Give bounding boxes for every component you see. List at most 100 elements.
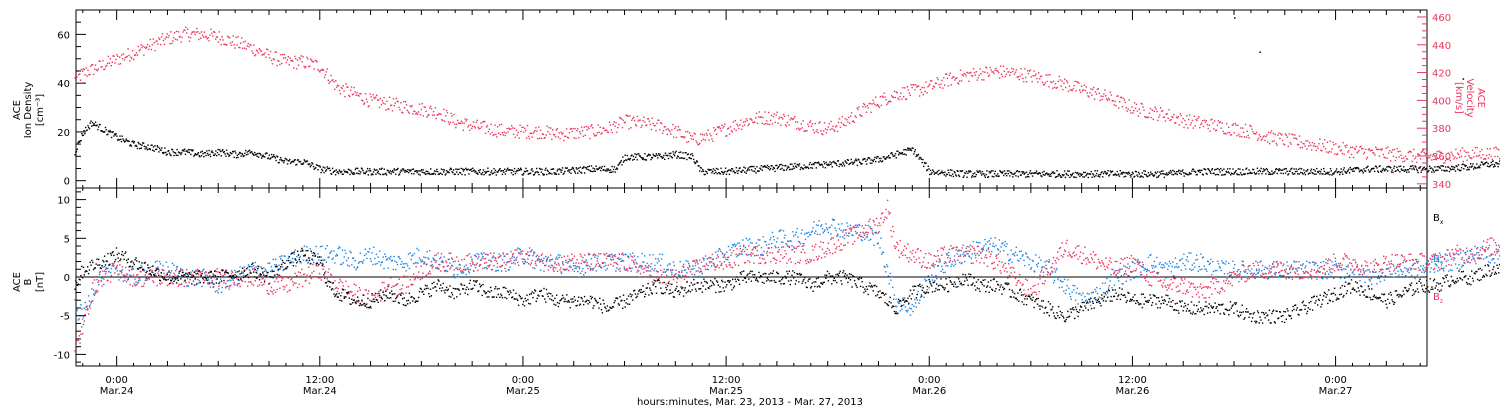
data-point: [380, 261, 383, 264]
data-point: [99, 276, 102, 278]
data-point: [522, 258, 525, 260]
data-point: [616, 263, 619, 266]
data-point: [552, 133, 555, 136]
data-point: [211, 150, 213, 152]
data-point: [1120, 173, 1122, 175]
data-point: [370, 174, 373, 176]
data-point: [860, 115, 862, 117]
data-point: [106, 62, 109, 64]
data-point: [728, 261, 730, 264]
data-point: [551, 173, 553, 175]
data-point: [719, 248, 721, 251]
data-point: [718, 126, 721, 128]
data-point: [681, 269, 683, 272]
data-point: [321, 69, 323, 71]
data-point: [1273, 273, 1276, 275]
data-point: [209, 155, 212, 158]
data-point: [1350, 153, 1353, 156]
data-point: [911, 303, 913, 306]
data-point: [79, 73, 81, 75]
data-point: [1434, 157, 1437, 159]
data-point: [900, 152, 903, 155]
data-point: [1146, 270, 1148, 273]
data-point: [548, 172, 551, 174]
data-point: [633, 119, 636, 122]
data-point: [173, 37, 175, 39]
data-point: [657, 119, 659, 121]
data-point: [1497, 155, 1499, 158]
data-point: [345, 252, 347, 255]
data-point: [639, 265, 642, 267]
data-point: [490, 123, 492, 126]
data-point: [1151, 267, 1154, 269]
data-point: [809, 233, 812, 236]
data-point: [1240, 173, 1243, 176]
data-point: [563, 139, 565, 142]
data-point: [987, 247, 990, 249]
data-point: [1241, 260, 1243, 262]
data-point: [329, 252, 331, 255]
data-point: [395, 97, 397, 100]
data-point: [439, 113, 441, 115]
data-point: [335, 253, 338, 256]
data-point: [1150, 171, 1152, 173]
data-point: [758, 170, 760, 172]
data-point: [875, 96, 877, 98]
data-point: [1163, 116, 1166, 118]
data-point: [754, 168, 756, 170]
data-point: [385, 174, 388, 176]
data-point: [346, 86, 348, 88]
data-point: [549, 133, 551, 135]
data-point: [1220, 127, 1222, 129]
data-point: [310, 59, 313, 61]
data-point: [655, 270, 658, 272]
data-point: [1020, 174, 1022, 176]
data-point: [1473, 166, 1476, 168]
data-point: [795, 128, 798, 130]
data-point: [874, 156, 876, 159]
data-point: [859, 235, 862, 238]
data-point: [609, 171, 611, 174]
data-point: [709, 260, 711, 263]
data-point: [691, 153, 693, 155]
data-point: [858, 223, 860, 226]
data-point: [902, 297, 904, 299]
data-point: [1144, 267, 1146, 270]
data-point: [228, 37, 231, 39]
data-point: [387, 267, 389, 269]
data-point: [520, 167, 522, 169]
data-point: [1194, 170, 1196, 173]
data-point: [942, 172, 944, 174]
data-point: [959, 69, 962, 71]
data-point: [734, 172, 737, 174]
data-point: [142, 142, 144, 144]
data-point: [1074, 171, 1076, 174]
data-point: [502, 170, 504, 172]
data-point: [444, 270, 446, 273]
data-point: [994, 69, 996, 71]
data-point: [667, 154, 669, 157]
data-point: [1369, 150, 1371, 152]
data-point: [100, 66, 102, 68]
data-point: [534, 172, 536, 174]
data-point: [1094, 91, 1097, 93]
data-point: [1208, 169, 1211, 172]
data-point: [748, 169, 750, 171]
data-point: [446, 112, 449, 114]
data-point: [571, 168, 573, 170]
data-point: [808, 167, 810, 170]
data-point: [1116, 170, 1118, 173]
data-point: [1063, 82, 1065, 85]
data-point: [1278, 276, 1280, 278]
data-point: [227, 153, 229, 156]
data-point: [1382, 167, 1384, 170]
data-point: [765, 123, 767, 125]
data-point: [919, 88, 922, 91]
data-point: [990, 237, 992, 240]
data-point: [271, 269, 273, 271]
data-point: [917, 153, 920, 156]
data-point: [221, 36, 223, 38]
data-point: [1085, 299, 1088, 301]
data-point: [283, 53, 286, 56]
data-point: [1375, 146, 1377, 148]
